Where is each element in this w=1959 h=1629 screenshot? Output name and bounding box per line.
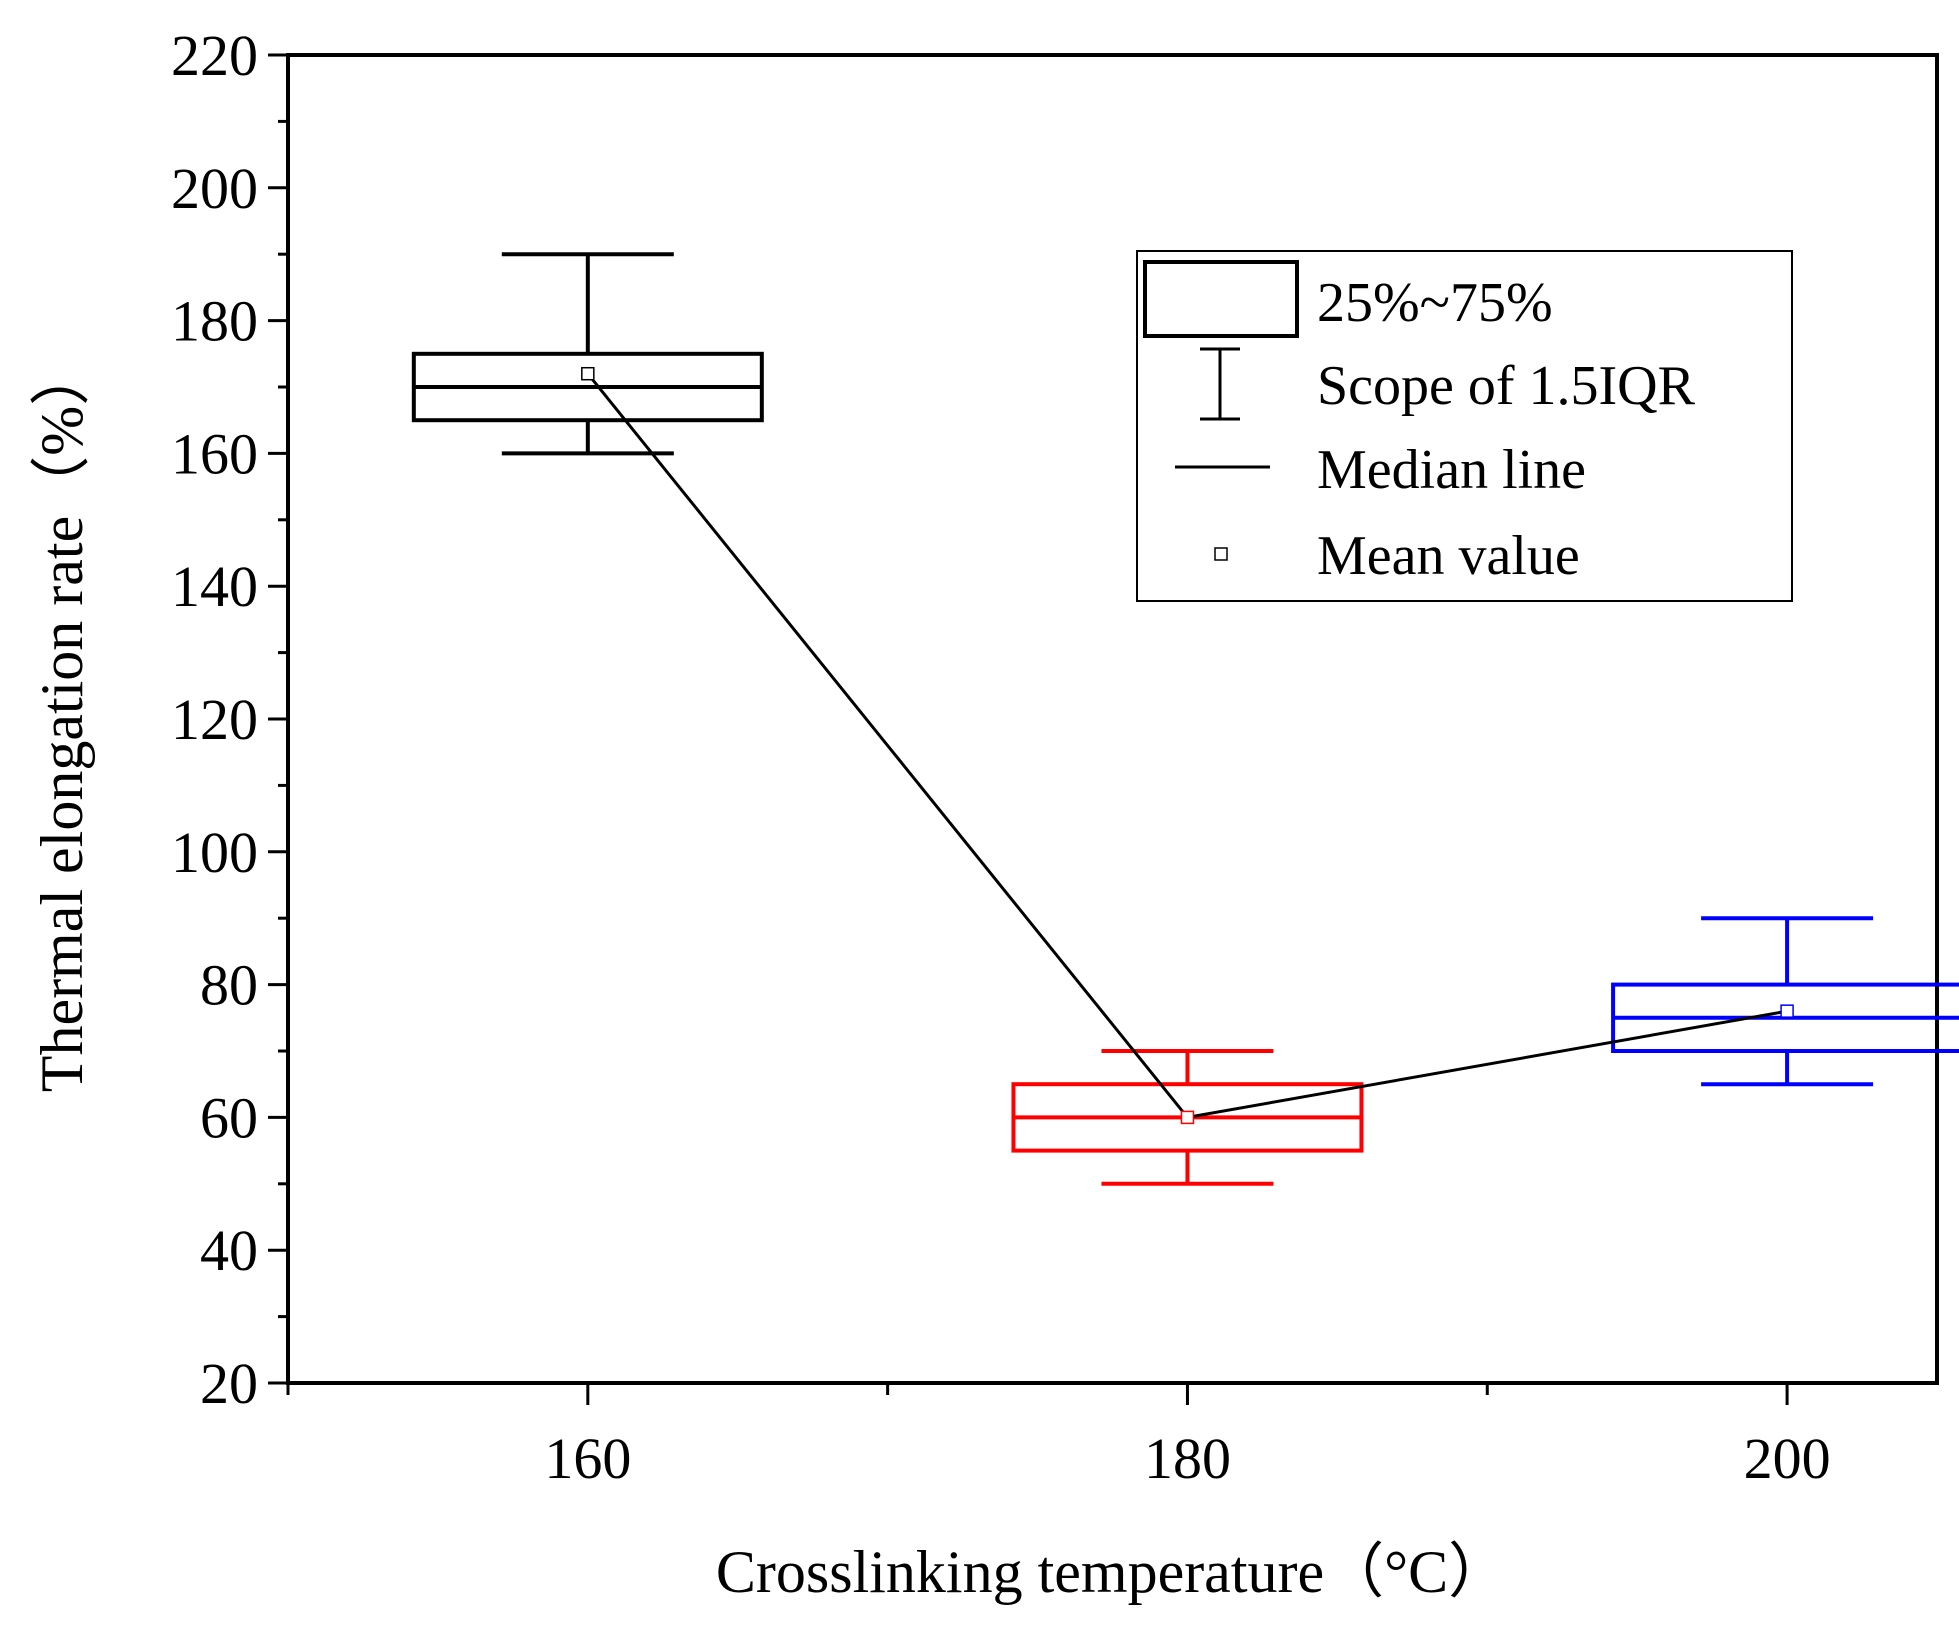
x-axis: 160 180 200 [286,1383,1831,1491]
legend-label-mean: Mean value [1317,525,1580,587]
mean-marker-180 [1180,1110,1195,1125]
box-180 [1011,1049,1364,1186]
legend-label-box: 25%~75% [1317,272,1553,334]
y-tick-label: 120 [171,687,258,752]
legend-mean-symbol [1214,547,1228,561]
y-tick-label: 200 [171,156,258,221]
y-tick-label: 160 [171,421,258,486]
y-tick-label: 20 [200,1351,258,1416]
legend-box-symbol [1143,260,1299,338]
y-tick-label: 220 [171,23,258,88]
legend: 25%~75% Scope of 1.5IQR Median line Mean… [1136,250,1793,602]
y-axis-title: Thermal elongation rate（%） [29,346,95,1092]
x-tick-label: 160 [544,1426,631,1491]
box-160 [411,252,764,456]
mean-markers [581,366,1794,1125]
y-tick-label: 40 [200,1218,258,1283]
legend-label-whisker: Scope of 1.5IQR [1317,355,1696,417]
x-axis-title: Crosslinking temperature（°C） [716,1539,1508,1605]
y-tick-label: 180 [171,289,258,354]
y-tick-label: 80 [200,953,258,1018]
mean-marker-200 [1780,1004,1794,1018]
legend-label-median: Median line [1317,439,1586,501]
legend-whisker-symbol [1200,347,1240,421]
box-series [411,252,1959,1186]
y-tick-label: 60 [200,1085,258,1150]
x-tick-label: 180 [1144,1426,1231,1491]
box-200 [1611,916,1959,1087]
y-tick-label: 140 [171,554,258,619]
legend-frame [1136,250,1793,602]
y-tick-label: 100 [171,820,258,885]
y-axis: 20 40 60 80 100 120 140 160 180 200 220 [171,23,288,1416]
x-tick-label: 200 [1744,1426,1831,1491]
mean-marker-160 [581,366,595,381]
